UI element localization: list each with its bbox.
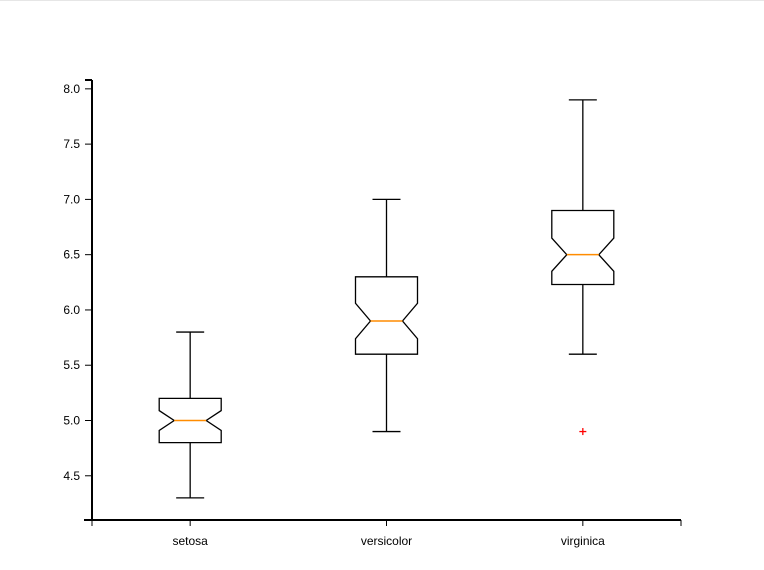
y-tick-label: 5.5 (63, 358, 80, 372)
notched-box (354, 276, 419, 355)
y-tick-label: 4.5 (63, 469, 80, 483)
y-tick-label: 8.0 (63, 82, 80, 96)
x-tick-label-versicolor: versicolor (361, 534, 412, 548)
x-axis-ticks: setosa versicolor virginica (91, 520, 682, 548)
x-tick-label-virginica: virginica (561, 534, 605, 548)
x-tick-label-setosa: setosa (172, 534, 208, 548)
box-setosa (158, 331, 222, 499)
y-tick-label: 7.5 (63, 137, 80, 151)
box-versicolor (354, 198, 419, 433)
y-axis-ticks: 4.5 5.0 5.5 6.0 6.5 7.0 7.5 8.0 (63, 82, 92, 483)
box-virginica (551, 99, 615, 436)
y-tick-label: 6.0 (63, 303, 80, 317)
boxes (158, 99, 615, 499)
outlier-marker (579, 428, 587, 436)
y-tick-label: 6.5 (63, 248, 80, 262)
window-top-border (0, 0, 764, 1)
notched-box (551, 209, 615, 286)
axes (84, 79, 681, 521)
y-tick-label: 7.0 (63, 192, 80, 206)
y-tick-label: 5.0 (63, 414, 80, 428)
